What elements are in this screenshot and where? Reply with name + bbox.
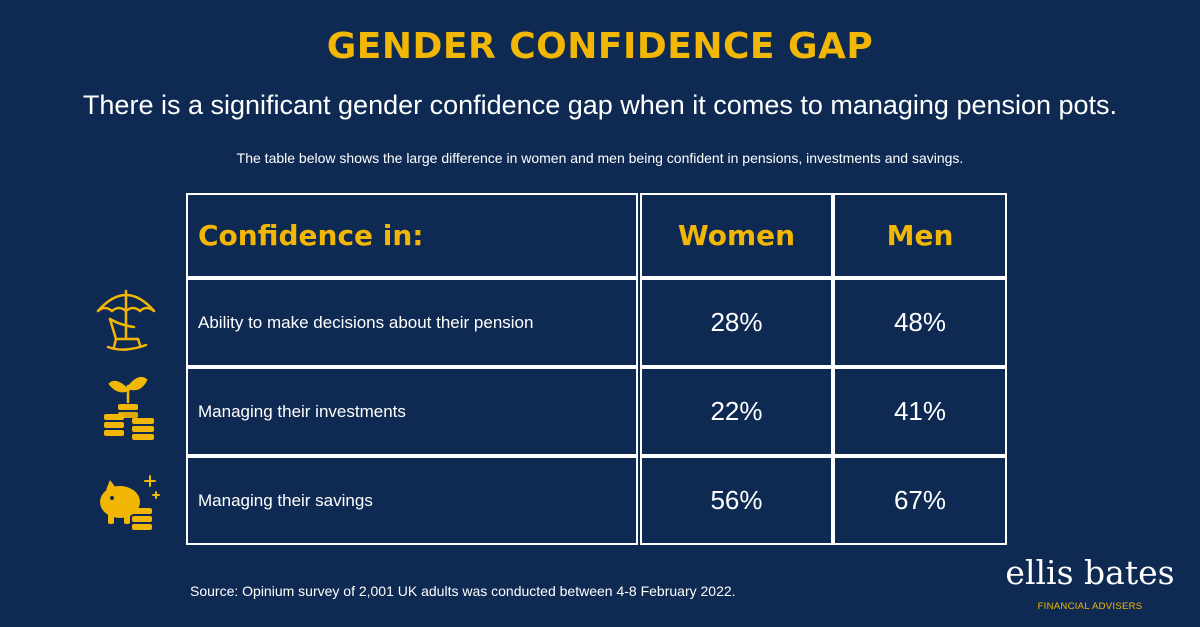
row-label-investments: Managing their investments <box>186 367 638 456</box>
value-pension-women: 28% <box>640 278 833 367</box>
source-note: Source: Opinium survey of 2,001 UK adult… <box>190 583 736 599</box>
column-header-women: Women <box>640 193 833 278</box>
value-investments-men: 41% <box>833 367 1007 456</box>
value-investments-women: 22% <box>640 367 833 456</box>
brand-logo-tagline: FINANCIAL ADVISERS <box>1037 601 1143 612</box>
beach-chair-umbrella-icon <box>96 289 156 351</box>
table-header-label: Confidence in: <box>186 193 638 278</box>
page-subtitle: There is a significant gender confidence… <box>82 90 1118 120</box>
plant-coins-icon <box>104 377 154 440</box>
row-label-savings: Managing their savings <box>186 456 638 545</box>
table-description: The table below shows the large differen… <box>236 150 964 166</box>
column-header-men: Men <box>833 193 1007 278</box>
value-savings-women: 56% <box>640 456 833 545</box>
value-pension-men: 48% <box>833 278 1007 367</box>
row-label-pension: Ability to make decisions about their pe… <box>186 278 638 367</box>
brand-logo-name: ellis bates <box>1005 553 1175 592</box>
value-savings-men: 67% <box>833 456 1007 545</box>
page-title: GENDER CONFIDENCE GAP <box>326 26 874 67</box>
piggy-bank-coins-icon <box>100 475 160 530</box>
